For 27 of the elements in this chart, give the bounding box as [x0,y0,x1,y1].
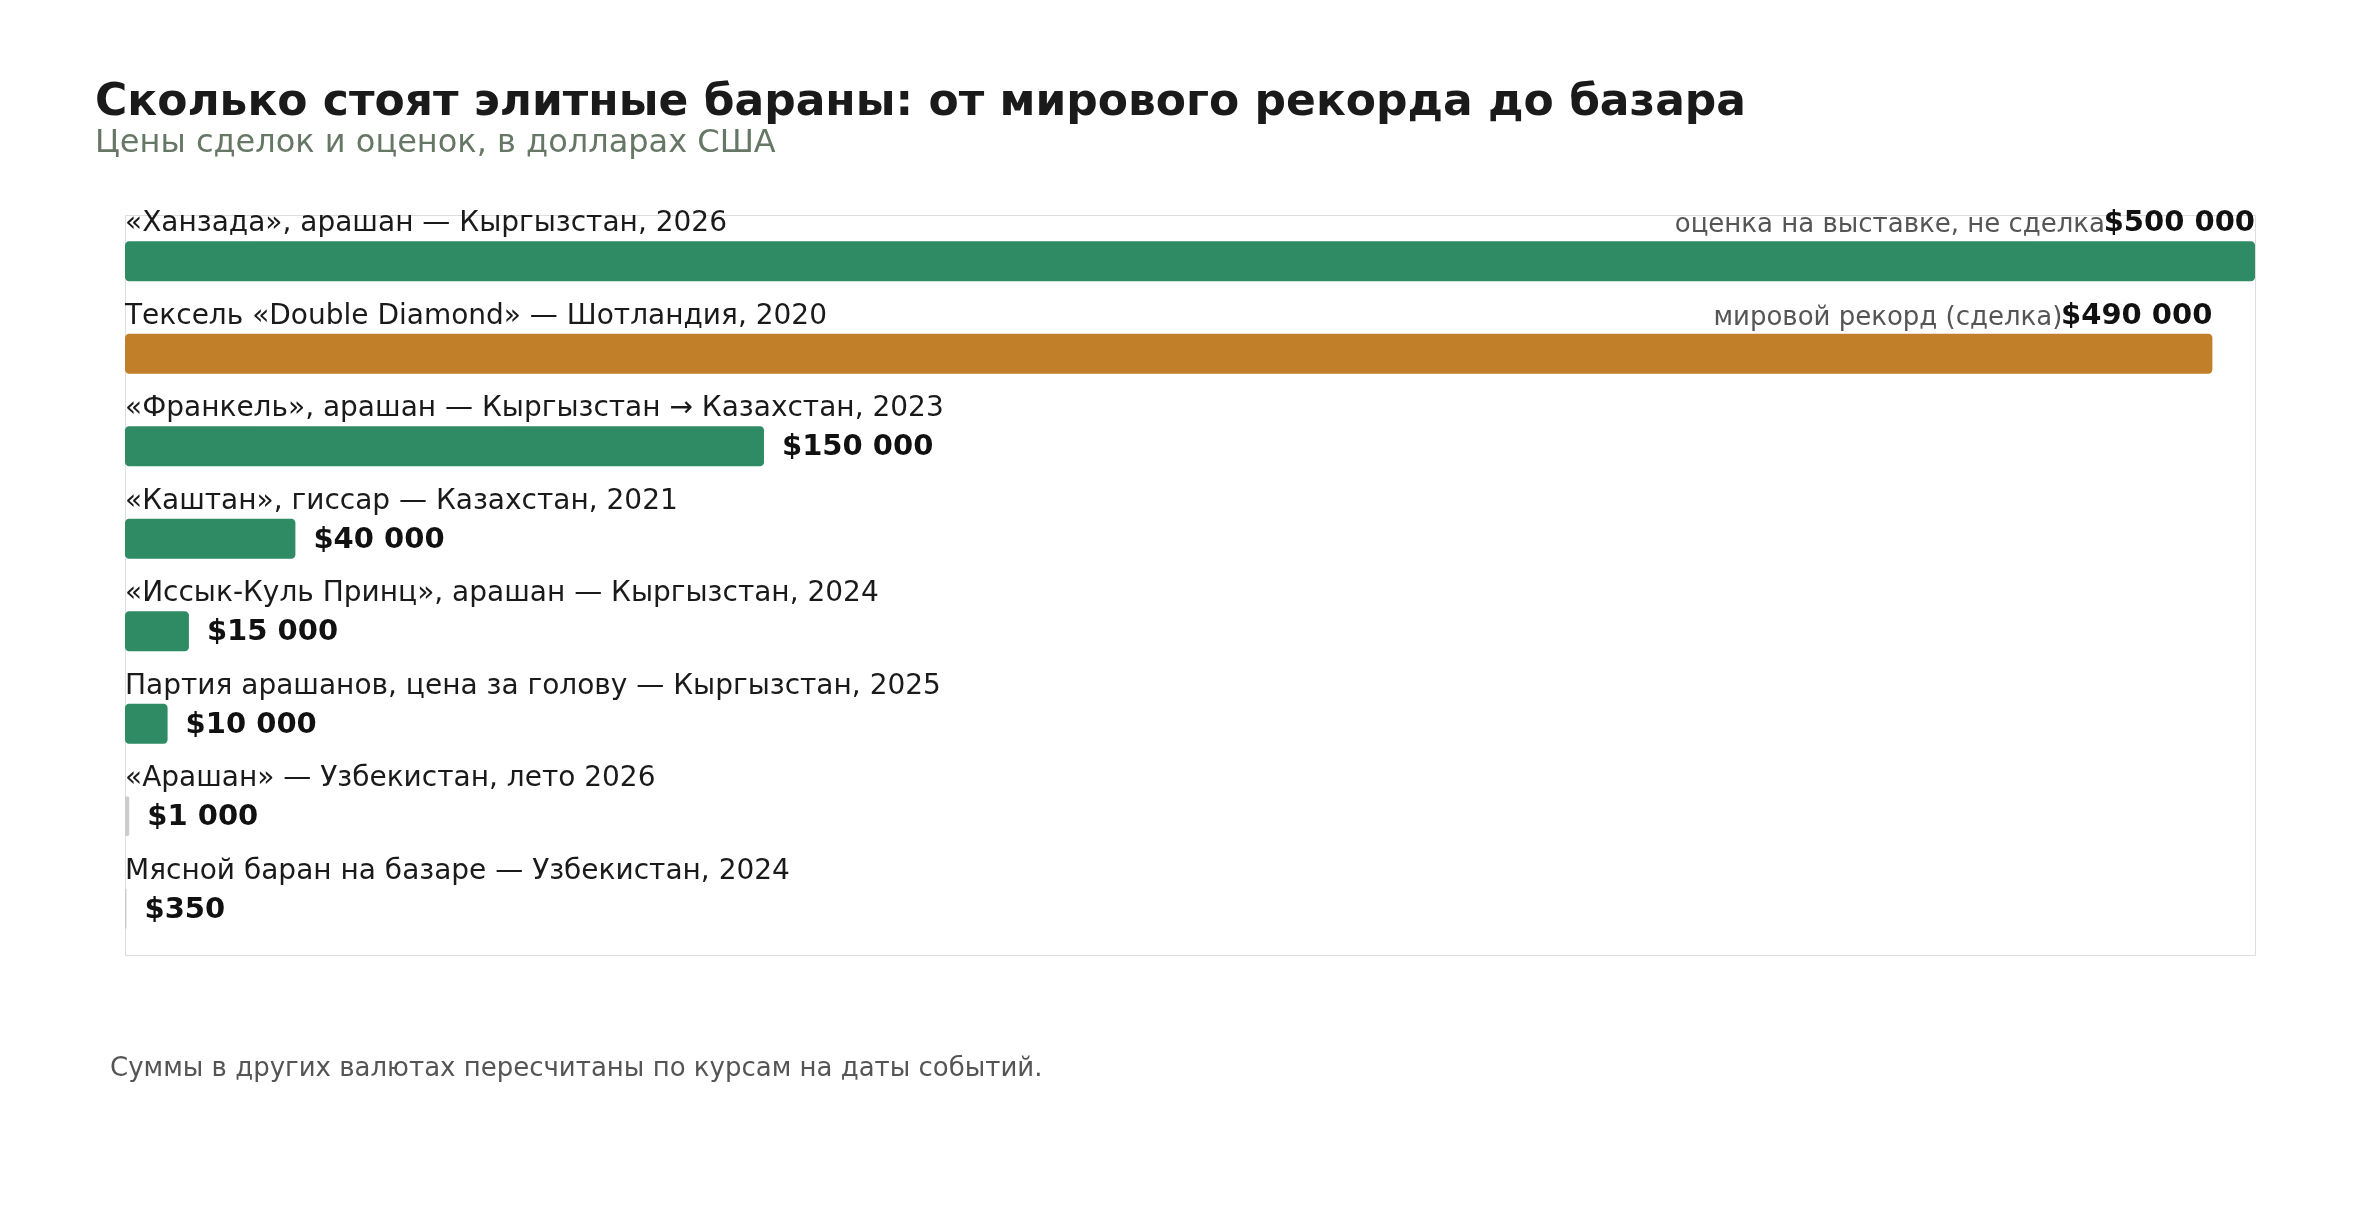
y-tick-label: «Ханзада», арашан — Кыргызстан, 2026 [125,205,727,239]
y-tick-label: «Каштан», гиссар — Казахстан, 2021 [125,482,678,516]
annotation: мировой рекорд (сделка) [1713,300,2063,331]
bar [125,426,764,467]
data-label: $40 000 [313,520,445,555]
annotation: оценка на выставке, не сделка [1674,208,2105,239]
data-label: $500 000 [2103,204,2255,239]
y-tick-label: Тексель «Double Diamond» — Шотландия, 2020 [124,297,827,331]
y-tick-label: «Иссык-Куль Принц», арашан — Кыргызстан, 2024 [125,575,879,609]
data-label: $1 000 [147,798,259,833]
data-label: $490 000 [2061,296,2213,331]
data-label: $350 [144,890,226,925]
y-tick-label: Мясной баран на базаре — Узбекистан, 2024 [125,852,790,886]
data-label: $150 000 [782,428,934,463]
bar [125,796,130,837]
y-tick-label: Партия арашанов, цена за голову — Кыргызстан, 2025 [125,667,941,701]
chart-title: Сколько стоят элитные бараны: от мирового рекорда до базара [95,74,1747,126]
bar [125,518,296,559]
y-tick-label: «Арашан» — Узбекистан, лето 2026 [125,760,656,794]
data-label: $10 000 [185,705,317,740]
text: Суммы в других валютах пересчитаны по курсам на даты событий. [110,1052,1043,1082]
y-tick-label: «Франкель», арашан — Кыргызстан → Казахстан, 2023 [125,390,944,424]
bar [125,703,168,744]
bar [125,333,2213,374]
bar [125,241,2255,282]
data-label: $15 000 [206,613,339,648]
bar [125,611,189,652]
